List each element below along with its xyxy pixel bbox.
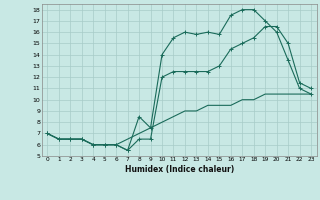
X-axis label: Humidex (Indice chaleur): Humidex (Indice chaleur) bbox=[124, 165, 234, 174]
